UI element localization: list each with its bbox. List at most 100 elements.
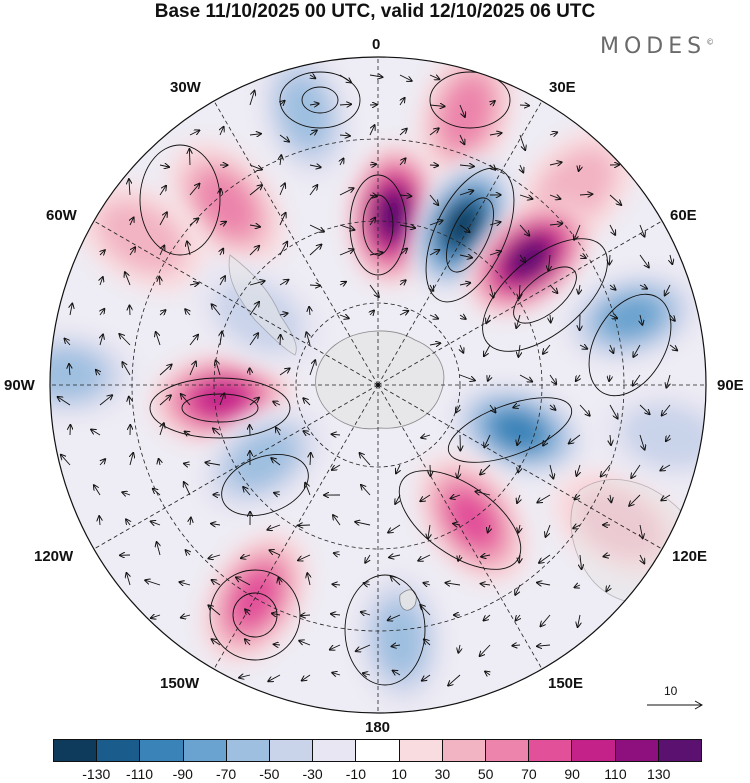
wind-arrow: [513, 405, 521, 408]
wind-arrow: [396, 464, 400, 473]
circulation-loop: [344, 574, 426, 686]
label-30w: 30W: [170, 79, 201, 96]
label-90e: 90E: [717, 377, 744, 394]
wind-arrow: [361, 612, 371, 615]
wind-arrow: [122, 492, 131, 495]
wind-arrow: [369, 252, 382, 255]
wind-arrow: [125, 272, 131, 286]
wind-arrow: [609, 404, 618, 419]
wind-arrow: [249, 225, 260, 227]
wind-arrow: [58, 397, 71, 406]
wind-arrow: [484, 614, 491, 621]
wind-arrow: [369, 75, 382, 77]
wind-arrow: [633, 374, 641, 386]
wind-arrow: [489, 404, 496, 412]
wind-arrow: [239, 675, 251, 678]
wind-arrow: [184, 482, 191, 496]
wind-arrow: [517, 434, 520, 445]
colorbar-tick-label: -90: [172, 766, 193, 782]
wind-arrow: [220, 127, 224, 136]
wind-arrow: [156, 332, 161, 346]
label-60e: 60E: [670, 207, 697, 224]
wind-arrow: [249, 185, 262, 196]
wind-arrow: [484, 344, 491, 356]
wind-arrow: [332, 673, 341, 675]
wind-arrow: [96, 370, 100, 375]
wind-arrow: [480, 464, 491, 475]
wind-arrow: [518, 344, 520, 357]
wind-arrow: [306, 332, 310, 346]
wind-arrow: [489, 222, 501, 225]
wind-arrow: [331, 614, 341, 615]
wind-arrow: [236, 577, 251, 586]
wind-arrow: [424, 583, 431, 585]
map-border: [49, 56, 707, 714]
wind-arrow: [579, 404, 590, 416]
anomaly-contour: [575, 488, 664, 561]
wind-arrow: [490, 284, 494, 297]
circulation-loop: [588, 293, 672, 397]
wind-arrow: [389, 555, 401, 557]
wind-arrow: [543, 434, 551, 446]
wind-arrow: [631, 464, 641, 478]
wind-arrow: [280, 155, 281, 166]
wind-arrow: [546, 524, 551, 537]
wind-arrow: [392, 645, 401, 646]
colorbar-tick-label: 50: [477, 766, 494, 782]
wind-arrow: [159, 310, 166, 315]
wind-arrow: [609, 224, 615, 235]
colorbar-segment: [270, 740, 314, 761]
wind-arrow: [184, 464, 191, 466]
wind-arrow: [399, 195, 411, 196]
wind-arrow: [339, 135, 350, 136]
wind-arrow: [460, 134, 464, 144]
wind-arrow: [249, 281, 265, 286]
wind-arrow: [519, 554, 520, 563]
wind-arrow: [662, 404, 671, 416]
anomaly-contour: [50, 349, 104, 399]
wind-arrow: [309, 104, 319, 105]
wind-arrow: [459, 283, 470, 285]
wind-arrow: [249, 246, 259, 256]
wind-arrow: [205, 463, 221, 466]
wind-arrow: [370, 311, 374, 316]
reference-vector-label: 10: [664, 684, 678, 698]
wind-arrow: [365, 554, 370, 563]
wind-arrow: [537, 583, 551, 585]
wind-vectors: [58, 75, 678, 686]
wind-arrow: [548, 254, 550, 271]
wind-arrow: [399, 225, 415, 228]
wind-arrow: [633, 344, 641, 357]
wind-arrow: [301, 615, 311, 616]
wind-arrow: [430, 284, 433, 291]
wind-arrow: [100, 335, 103, 346]
anomaly-contour: [229, 431, 296, 489]
wind-arrow: [211, 524, 221, 525]
wind-arrow: [100, 250, 105, 255]
wind-arrow: [360, 453, 371, 466]
wind-arrow: [272, 613, 281, 615]
wind-arrow: [459, 165, 474, 166]
polar-map: [49, 56, 707, 714]
label-0: 0: [372, 36, 381, 53]
colorbar-segment: [442, 740, 487, 761]
wind-arrow: [670, 314, 675, 321]
wind-arrow: [280, 335, 281, 346]
wind-arrow: [130, 453, 133, 466]
south-pole-dot: [376, 383, 380, 387]
anomaly-contour: [492, 411, 545, 450]
wind-arrow: [122, 362, 131, 376]
wind-arrow: [549, 132, 557, 135]
wind-arrow: [126, 519, 130, 526]
wind-arrow: [458, 554, 460, 561]
colorbar-segment: [399, 740, 443, 761]
wind-arrow: [422, 674, 431, 681]
wind-arrow: [606, 584, 610, 591]
wind-arrow: [303, 398, 311, 406]
wind-arrow: [519, 134, 525, 150]
wind-arrow: [216, 360, 221, 376]
wind-arrow: [669, 344, 677, 350]
wind-arrow: [159, 459, 160, 466]
wind-arrow: [369, 218, 375, 226]
wind-arrow: [274, 644, 281, 645]
